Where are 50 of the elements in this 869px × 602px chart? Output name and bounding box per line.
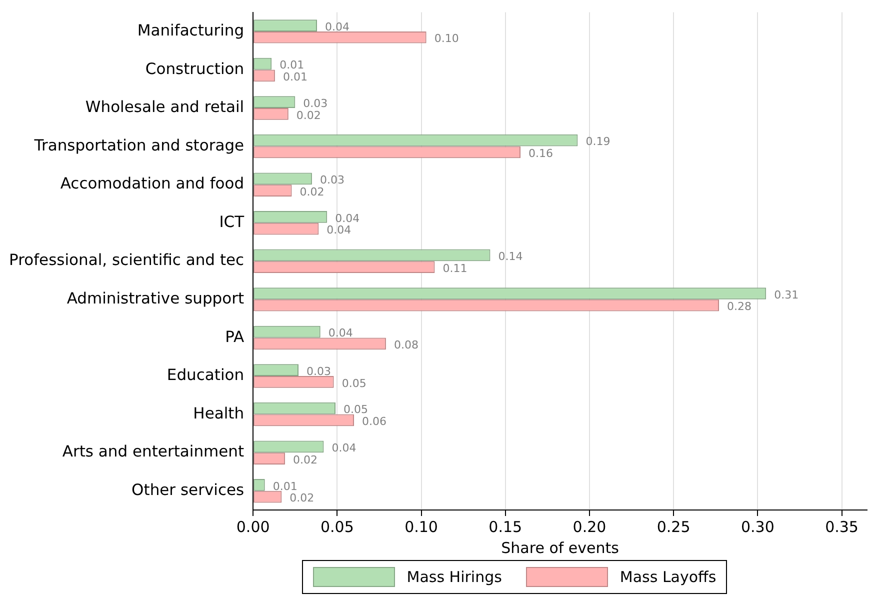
data-label: 0.11	[442, 262, 468, 275]
data-label: 0.04	[328, 326, 353, 340]
y-tick-label: Transportation and storage	[33, 136, 244, 154]
data-label: 0.31	[774, 288, 799, 302]
data-label: 0.19	[586, 135, 610, 148]
x-tick-label: 0.15	[488, 518, 522, 536]
x-tick-label: 0.20	[572, 518, 606, 536]
data-label: 0.10	[434, 32, 459, 46]
y-tick-label: Administrative support	[66, 289, 244, 308]
x-tick-label: 0.10	[404, 518, 438, 536]
data-label: 0.04	[326, 224, 352, 237]
x-tick-label: 0.00	[236, 518, 270, 536]
data-label: 0.28	[726, 300, 752, 314]
y-tick-label: Other services	[132, 480, 244, 499]
y-tick-label: Wholesale and retail	[85, 98, 244, 116]
data-label: 0.03	[320, 174, 344, 187]
data-label: 0.01	[272, 480, 298, 493]
data-label: 0.01	[282, 70, 308, 84]
y-tick-label: PA	[225, 328, 244, 346]
data-label: 0.02	[290, 492, 314, 505]
data-label: 0.03	[303, 96, 328, 110]
data-label: 0.02	[296, 108, 321, 122]
y-tick-label: Arts and entertainment	[62, 442, 244, 461]
y-tick-label: ICT	[219, 212, 245, 231]
data-label: 0.04	[325, 20, 350, 34]
data-label: 0.02	[300, 185, 324, 198]
data-label: 0.14	[498, 250, 523, 264]
x-tick-label: 0.05	[320, 518, 354, 536]
y-tick-label: Manifacturing	[137, 21, 244, 40]
data-label: 0.05	[342, 376, 366, 390]
x-axis-title: Share of events	[501, 538, 620, 557]
data-label: 0.01	[280, 58, 304, 72]
y-tick-label: Construction	[145, 60, 244, 78]
data-label: 0.04	[335, 212, 360, 225]
x-tick-label: 0.25	[656, 518, 690, 536]
text: Mass Hirings	[406, 568, 502, 586]
data-label: 0.02	[293, 453, 318, 466]
data-label: 0.04	[332, 442, 356, 454]
data-label: 0.03	[306, 364, 331, 378]
y-tick-label: Education	[166, 366, 244, 384]
y-tick-label: Accomodation and food	[60, 174, 244, 193]
y-tick-label: Health	[193, 404, 244, 422]
data-label: 0.06	[362, 415, 387, 428]
data-label: 0.16	[528, 147, 554, 160]
text: Mass Layoffs	[620, 568, 716, 586]
x-tick-label: 0.30	[740, 518, 774, 536]
y-tick-label: Professional, scientific and tec	[8, 251, 244, 270]
data-label: 0.08	[394, 338, 418, 352]
x-tick-label: 0.35	[825, 518, 858, 536]
data-label: 0.05	[344, 403, 368, 416]
